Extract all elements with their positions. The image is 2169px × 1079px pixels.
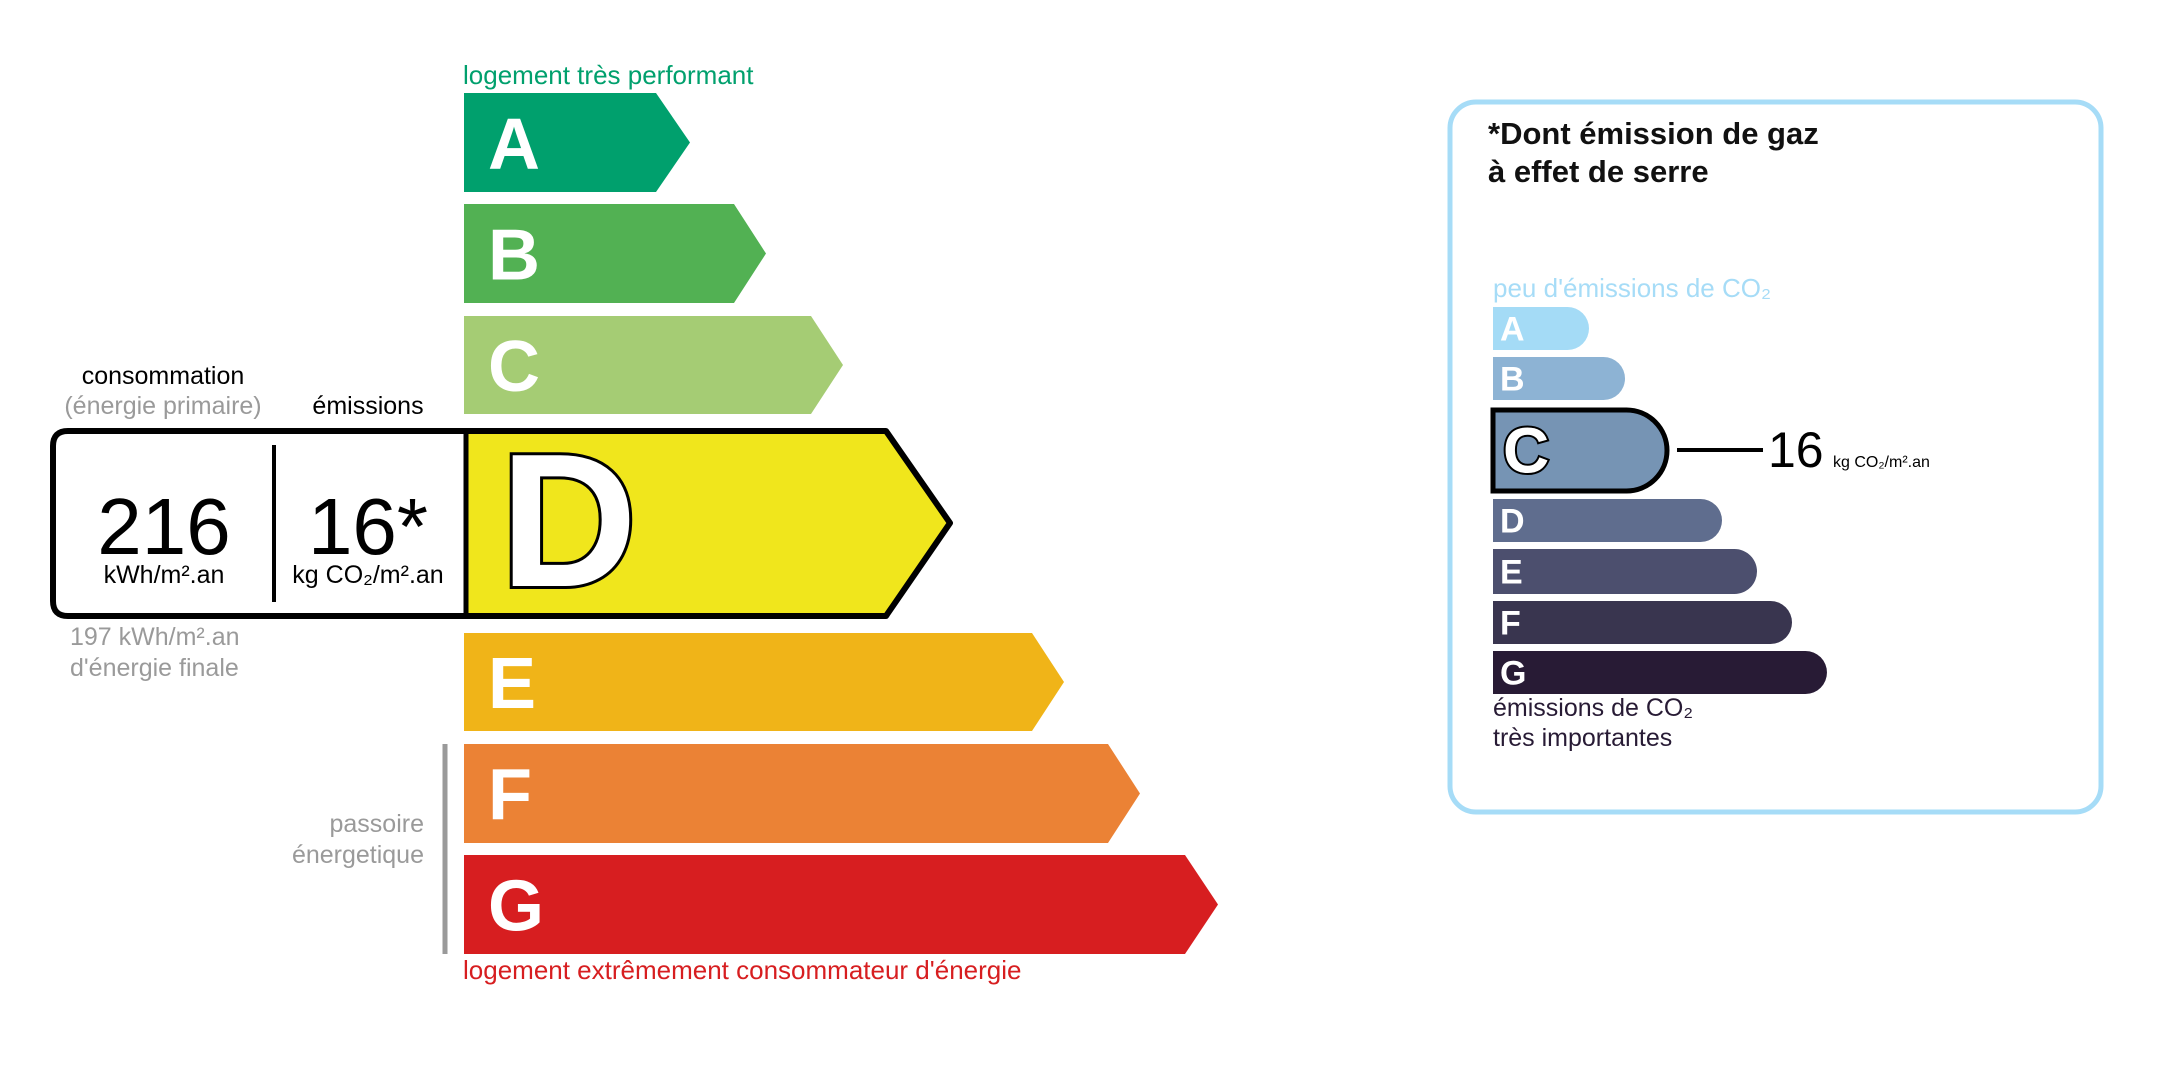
ghg-unit: kg CO₂/m².an: [1833, 454, 1930, 471]
ghg-class-bar-f: [1493, 601, 1792, 644]
emissions-value: 16*: [308, 482, 428, 571]
ghg-class-bar-b: [1493, 357, 1625, 400]
energy-class-bar-f: [464, 744, 1140, 843]
ghg-top-label: peu d'émissions de CO₂: [1493, 273, 1771, 303]
ghg-class-letter-e: E: [1500, 554, 1523, 592]
energy-class-letter-g: G: [488, 867, 544, 947]
current-class-fill: [466, 431, 950, 616]
energy-class-bar-b: [464, 204, 766, 303]
top-label: logement très performant: [463, 60, 754, 90]
energy-class-bar-g: [464, 855, 1218, 954]
bottom-label: logement extrêmement consommateur d'éner…: [463, 955, 1021, 985]
ghg-class-bar-c: [1490, 407, 1670, 494]
energy-class-letter-f: F: [488, 756, 532, 836]
current-class-letter: D: [500, 415, 637, 627]
consumption-title: consommation: [82, 362, 245, 390]
current-class-outline: [50, 428, 953, 619]
energy-class-bar-e: [464, 633, 1064, 731]
ghg-bottom-label-1: émissions de CO₂: [1493, 694, 1693, 722]
passoire-label-1: passoire: [330, 810, 425, 838]
energy-class-letter-e: E: [488, 644, 536, 724]
consumption-unit: kWh/m².an: [104, 561, 225, 589]
energy-class-bar-c: [464, 316, 843, 414]
ghg-class-letter-f: F: [1500, 605, 1521, 643]
ghg-class-bar-a: [1493, 307, 1589, 350]
ghg-class-bar-e: [1493, 549, 1757, 594]
ghg-title-1: *Dont émission de gaz: [1488, 116, 1819, 151]
ghg-class-bar-g: [1493, 651, 1827, 694]
energy-class-bar-a: [464, 93, 690, 192]
emissions-title: émissions: [312, 392, 423, 420]
consumption-subtitle: (énergie primaire): [64, 392, 261, 420]
ghg-class-letter-b: B: [1500, 361, 1525, 399]
ghg-bottom-label-2: très importantes: [1493, 724, 1672, 752]
ghg-class-letter-d: D: [1500, 503, 1525, 541]
ghg-class-letter-c: C: [1503, 415, 1549, 487]
energy-class-letter-a: A: [488, 105, 540, 185]
emissions-unit: kg CO₂/m².an: [292, 561, 443, 589]
ghg-value: 16: [1768, 422, 1824, 478]
consumption-value: 216: [97, 482, 230, 571]
final-energy-value: 197 kWh/m².an: [70, 623, 240, 651]
ghg-class-letter-a: A: [1500, 311, 1525, 349]
ghg-title-2: à effet de serre: [1488, 154, 1709, 189]
energy-class-letter-b: B: [488, 216, 540, 296]
energy-class-letter-c: C: [488, 327, 540, 407]
ghg-class-letter-g: G: [1500, 655, 1526, 693]
passoire-label-2: énergetique: [292, 841, 424, 869]
final-energy-label: d'énergie finale: [70, 654, 239, 682]
ghg-class-bar-d: [1493, 499, 1722, 542]
